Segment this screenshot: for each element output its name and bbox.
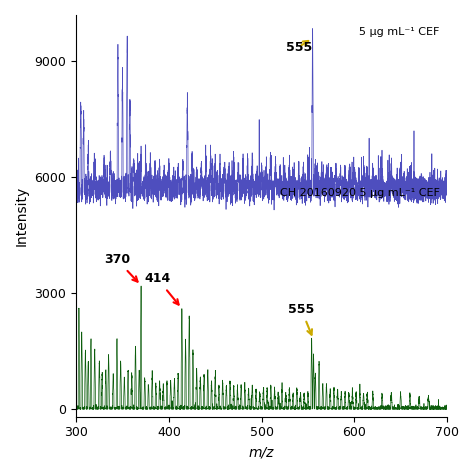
Text: 555: 555 [288,303,315,335]
Y-axis label: Intensity: Intensity [15,186,29,246]
Text: 5 μg mL⁻¹ CEF: 5 μg mL⁻¹ CEF [359,27,439,37]
Text: 414: 414 [145,273,179,305]
Text: 370: 370 [104,253,137,282]
Text: CH 20160920 5 μg mL⁻¹ CEF: CH 20160920 5 μg mL⁻¹ CEF [280,188,439,198]
Text: 555: 555 [285,41,312,54]
X-axis label: m/z: m/z [249,445,274,459]
